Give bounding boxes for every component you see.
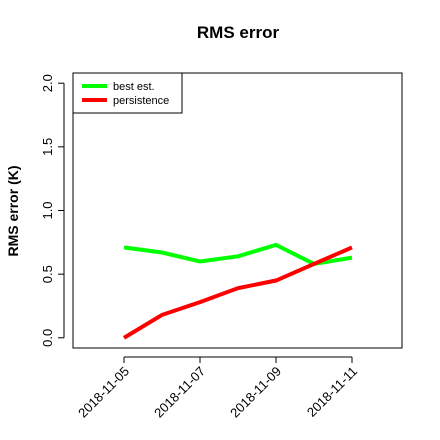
chart-title: RMS error [197,23,280,42]
x-tick-label: 2018-11-07 [151,364,208,421]
y-tick-label: 1.5 [40,138,55,156]
x-tick-label: 2018-11-09 [227,364,284,421]
y-tick-label: 1.0 [40,201,55,219]
y-tick-label: 0.0 [40,329,55,347]
legend-label: persistence [113,95,169,107]
y-tick-label: 0.5 [40,265,55,283]
legend-label: best est. [113,81,155,93]
legend-box [72,72,183,114]
y-axis-label: RMS error (K) [5,165,21,256]
y-tick-label: 2.0 [40,74,55,92]
x-tick-label: 2018-11-11 [304,364,360,420]
x-tick-label: 2018-11-05 [75,364,132,421]
series-line [122,245,353,340]
plot-box [72,72,403,349]
